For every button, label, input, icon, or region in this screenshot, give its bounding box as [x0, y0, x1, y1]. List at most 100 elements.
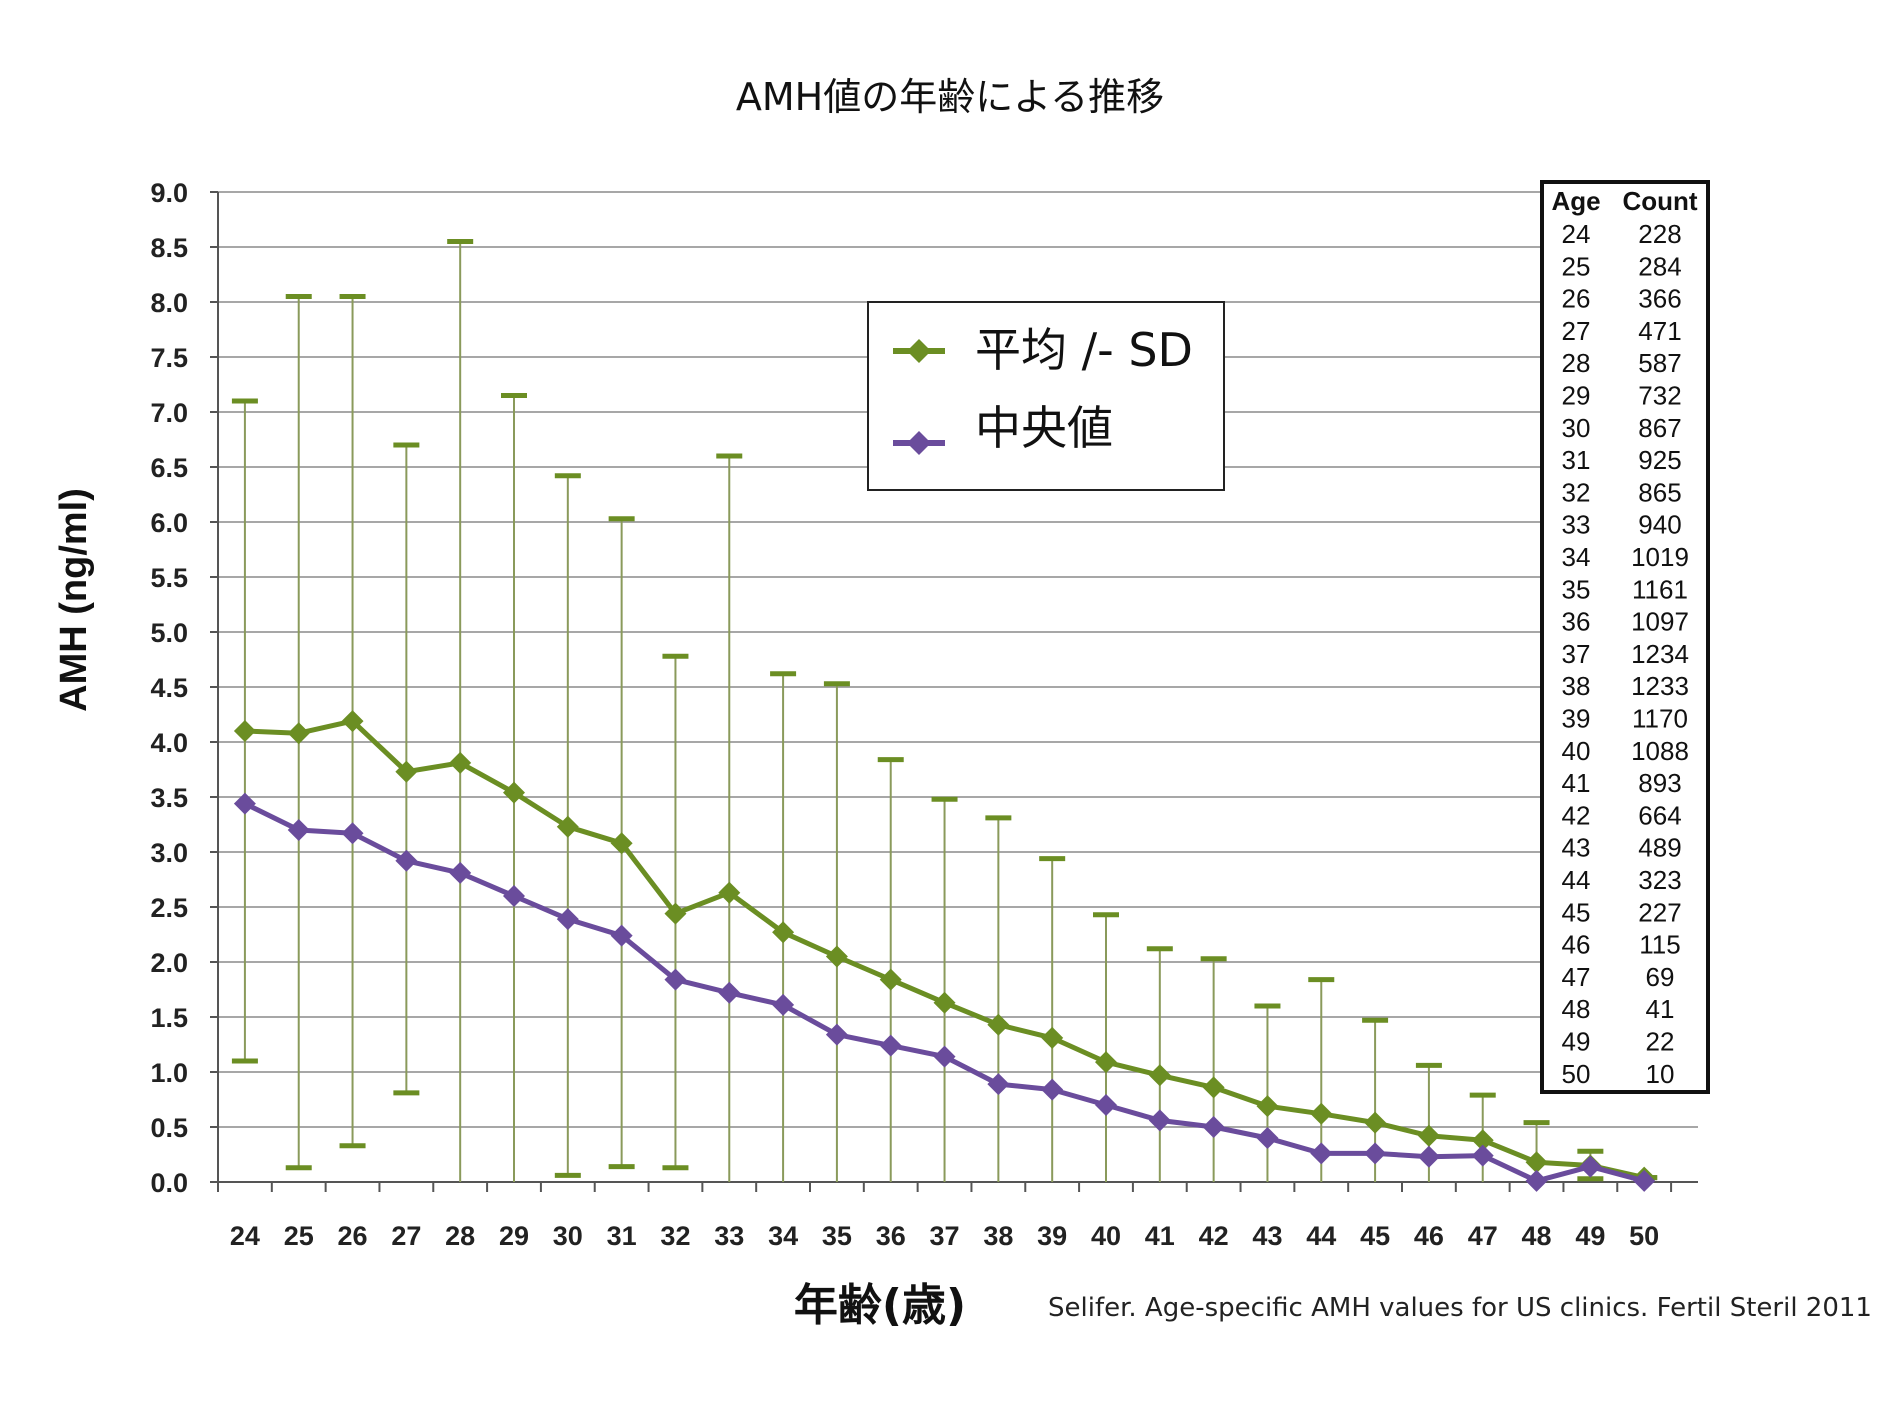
mean-point [1310, 1102, 1333, 1125]
count-table-count: 925 [1638, 445, 1681, 475]
x-tick-label: 31 [607, 1221, 637, 1251]
count-table-rows: 24 228 25 284 26 366 27 471 28 587 29 732 30 867 31 925… [1562, 219, 1689, 1089]
series-layer [233, 710, 1656, 1192]
mean-point [1041, 1026, 1064, 1049]
y-tick-label: 9.0 [150, 178, 188, 208]
y-tick-label: 6.5 [150, 453, 188, 483]
median-point [718, 981, 741, 1004]
mean-point [772, 921, 795, 944]
mean-point [449, 751, 472, 774]
legend-median-marker [907, 431, 931, 455]
y-tick-label: 0.5 [150, 1113, 188, 1143]
median-point [1256, 1127, 1279, 1149]
median-point [1148, 1109, 1171, 1132]
count-table-age: 50 [1562, 1059, 1591, 1089]
x-tick-label: 45 [1360, 1221, 1390, 1251]
count-table-count: 489 [1638, 833, 1681, 863]
legend-median-label: 中央値 [975, 401, 1113, 455]
mean-point [287, 722, 310, 745]
y-tick-label: 4.5 [150, 673, 188, 703]
mean-point [395, 760, 418, 783]
median-point [1310, 1142, 1333, 1165]
count-table-age: 33 [1562, 510, 1591, 540]
count-table-count: 867 [1638, 413, 1681, 443]
x-tick-label: 40 [1091, 1221, 1121, 1251]
x-tick-label: 44 [1306, 1221, 1336, 1251]
x-tick-label: 42 [1199, 1221, 1229, 1251]
count-table-count: 41 [1646, 994, 1675, 1024]
count-table-age: 24 [1562, 219, 1591, 249]
count-table-age: 45 [1562, 897, 1591, 927]
count-table-age: 44 [1562, 865, 1591, 895]
y-tick-label: 5.0 [150, 618, 188, 648]
count-table-age: 48 [1562, 994, 1591, 1024]
median-point [1633, 1169, 1656, 1192]
mean-point [610, 832, 633, 855]
count-table-age: 38 [1562, 671, 1591, 701]
y-tick-label: 0.0 [150, 1168, 188, 1198]
x-tick-label: 30 [553, 1221, 583, 1251]
count-table-count: 10 [1646, 1059, 1675, 1089]
x-tick-label: 24 [230, 1221, 260, 1251]
count-table-count: 284 [1638, 251, 1681, 281]
mean-point [987, 1013, 1010, 1036]
median-point [1041, 1078, 1064, 1101]
x-tick-label: 35 [822, 1221, 852, 1251]
median-point [610, 924, 633, 947]
x-tick-label: 27 [391, 1221, 421, 1251]
count-table-age: 39 [1562, 704, 1591, 734]
count-table-count: 664 [1638, 800, 1681, 830]
mean-point [879, 968, 902, 991]
count-table-age: 41 [1562, 768, 1591, 798]
y-tick-label: 3.0 [150, 838, 188, 868]
median-point [1095, 1094, 1117, 1116]
count-table-header-age: Age [1551, 186, 1600, 216]
x-tick-label: 50 [1629, 1221, 1659, 1251]
x-tick-label: 25 [284, 1221, 314, 1251]
count-table-age: 47 [1562, 962, 1591, 992]
count-table-count: 1088 [1631, 736, 1689, 766]
count-table-age: 27 [1562, 316, 1591, 346]
x-tick-label: 26 [338, 1221, 368, 1251]
median-point [287, 819, 310, 841]
count-table-count: 893 [1638, 768, 1681, 798]
median-point [1202, 1116, 1225, 1138]
y-tick-label: 4.0 [150, 728, 188, 758]
x-tick-label: 32 [660, 1221, 690, 1251]
x-tick-label: 47 [1468, 1221, 1498, 1251]
count-table-count: 1161 [1632, 574, 1688, 604]
y-tick-label: 6.0 [150, 508, 188, 538]
count-table-count: 1097 [1631, 607, 1689, 637]
median-point [341, 822, 364, 845]
x-axis-ticks: 24 25 26 27 28 29 30 31 32 33 34 35 36 37 38 39 40 41 42 43… [217, 1182, 1673, 1251]
y-tick-label: 1.0 [150, 1058, 188, 1088]
count-table-count: 1233 [1631, 671, 1689, 701]
mean-point [1202, 1076, 1225, 1099]
count-table-age: 46 [1562, 930, 1591, 960]
y-tick-label: 3.5 [150, 783, 188, 813]
median-point [1579, 1155, 1602, 1178]
count-table-count: 1170 [1632, 704, 1688, 734]
count-table-age: 34 [1562, 542, 1591, 572]
mean-point [1095, 1051, 1117, 1074]
x-tick-label: 36 [876, 1221, 906, 1251]
x-tick-label: 28 [445, 1221, 475, 1251]
y-tick-label: 7.5 [150, 343, 188, 373]
mean-point [1417, 1124, 1440, 1147]
median-point [825, 1023, 848, 1046]
x-tick-label: 34 [768, 1221, 798, 1251]
count-table-count: 115 [1639, 930, 1680, 960]
count-table-age: 40 [1562, 736, 1591, 766]
count-table-count: 227 [1638, 897, 1681, 927]
median-point [987, 1073, 1010, 1096]
count-table-age: 42 [1562, 800, 1591, 830]
median-point [772, 993, 795, 1016]
y-tick-label: 1.5 [150, 1003, 188, 1033]
median-point [1471, 1144, 1494, 1167]
y-tick-label: 2.5 [150, 893, 188, 923]
median-point [233, 792, 256, 815]
count-table-count: 587 [1638, 348, 1681, 378]
count-table-count: 940 [1638, 510, 1681, 540]
count-table-header-count: Count [1622, 186, 1697, 216]
